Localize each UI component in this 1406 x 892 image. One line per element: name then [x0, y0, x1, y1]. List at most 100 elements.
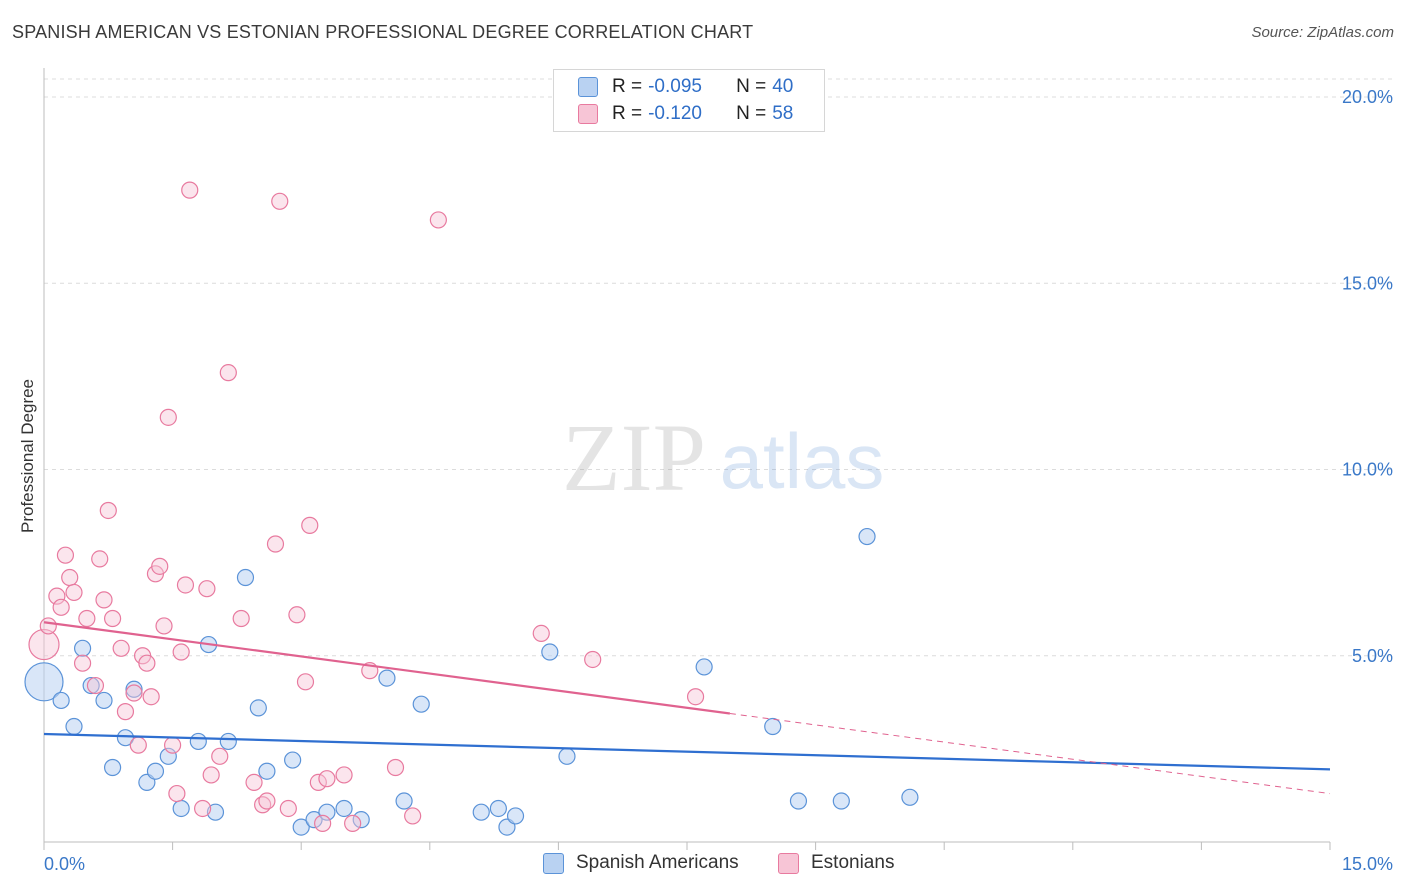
data-point — [532, 624, 550, 643]
data-point — [219, 732, 237, 751]
data-point — [125, 680, 143, 698]
data-point — [378, 669, 396, 687]
data-point — [146, 762, 165, 780]
data-point — [271, 192, 289, 210]
data-point — [91, 550, 109, 568]
data-point — [142, 688, 160, 706]
trend-line-estonians-extension — [729, 712, 1331, 795]
data-point — [138, 654, 156, 672]
data-point — [412, 695, 430, 713]
bottom-legend-swatch-blue — [543, 852, 564, 874]
data-point — [352, 811, 370, 829]
data-point — [584, 650, 602, 669]
legend-swatch-pink — [578, 104, 598, 124]
data-point — [155, 617, 173, 635]
bottom-legend-spanish-americans: Spanish Americans — [543, 852, 739, 874]
data-point — [472, 803, 490, 821]
data-point — [56, 546, 75, 564]
data-point — [901, 788, 919, 806]
data-point — [309, 773, 327, 792]
data-point — [151, 557, 169, 575]
data-point — [506, 807, 525, 825]
data-point — [344, 814, 362, 832]
x-tick-labels: 0.0% 15.0% — [44, 854, 1393, 874]
data-point — [284, 751, 302, 769]
data-point — [65, 583, 83, 602]
data-point — [164, 736, 182, 754]
y-tick-label: 15.0% — [1342, 273, 1393, 293]
data-point — [28, 628, 60, 661]
data-point — [78, 609, 96, 628]
data-point — [168, 784, 186, 803]
data-point — [159, 408, 177, 426]
data-point — [395, 792, 413, 810]
data-point — [296, 673, 315, 691]
data-point — [103, 758, 122, 777]
data-point — [335, 766, 353, 784]
watermark-atlas: atlas — [720, 417, 885, 505]
data-point — [236, 568, 255, 587]
y-tick-label: 20.0% — [1342, 87, 1393, 107]
y-tick-label: 10.0% — [1342, 460, 1393, 480]
data-point — [249, 699, 267, 717]
data-point — [404, 807, 422, 825]
data-point — [219, 364, 237, 382]
data-point — [159, 747, 177, 765]
data-point — [73, 654, 92, 672]
stats-legend: R = -0.095 N = 40 R = -0.120 N = 58 — [553, 69, 825, 132]
data-point — [198, 580, 216, 598]
source-label: Source: ZipAtlas.com — [1251, 24, 1394, 41]
legend-n-label: N = — [736, 76, 767, 97]
legend-row-spanish-americans: R = -0.095 N = 40 — [578, 75, 793, 99]
series-spanish-americans — [24, 527, 919, 836]
legend-swatch-blue — [578, 77, 598, 97]
legend-row-estonians: R = -0.120 N = 58 — [578, 102, 793, 126]
bottom-legend-swatch-pink — [778, 852, 799, 874]
data-point — [39, 617, 57, 635]
watermark-zip: ZIP — [562, 404, 706, 511]
data-point — [116, 729, 135, 747]
trend-lines — [43, 621, 1331, 795]
data-point — [292, 818, 310, 836]
data-point — [116, 703, 135, 721]
data-point — [318, 770, 336, 788]
data-point — [52, 598, 70, 616]
data-point — [211, 747, 229, 765]
data-point — [305, 811, 323, 829]
legend-r-label: R = — [612, 76, 643, 97]
chart-title: SPANISH AMERICAN VS ESTONIAN PROFESSIONA… — [12, 22, 754, 42]
bottom-legend-estonians: Estonians — [778, 852, 894, 874]
legend-r-label: R = — [612, 103, 643, 124]
data-point — [258, 762, 276, 780]
data-point — [288, 606, 306, 624]
x-tick-label: 0.0% — [44, 854, 85, 874]
data-point — [52, 691, 70, 710]
data-point — [194, 799, 212, 818]
data-point — [103, 609, 122, 628]
bottom-legend-label: Estonians — [811, 852, 895, 873]
data-point — [686, 688, 705, 706]
data-point — [125, 684, 143, 702]
data-point — [99, 501, 117, 520]
bottom-legend-label: Spanish Americans — [576, 852, 739, 873]
data-point — [172, 799, 190, 818]
legend-r-value: -0.120 — [648, 103, 702, 124]
axes — [43, 68, 1331, 850]
watermark: ZIP atlas — [562, 404, 884, 511]
y-tick-labels: 5.0% 10.0% 15.0% 20.0% — [1342, 87, 1393, 666]
trend-line-estonians — [43, 621, 731, 715]
data-point — [65, 717, 83, 736]
data-point — [82, 676, 100, 695]
data-point — [258, 792, 276, 810]
data-point — [386, 758, 405, 777]
data-point — [558, 747, 576, 765]
data-point — [189, 732, 207, 751]
data-point — [232, 609, 250, 628]
data-point — [489, 799, 507, 818]
data-point — [95, 591, 113, 609]
data-point — [695, 658, 713, 676]
data-point — [245, 773, 263, 792]
legend-n-value: 58 — [772, 103, 794, 124]
data-point — [318, 803, 336, 821]
data-point — [48, 587, 66, 605]
